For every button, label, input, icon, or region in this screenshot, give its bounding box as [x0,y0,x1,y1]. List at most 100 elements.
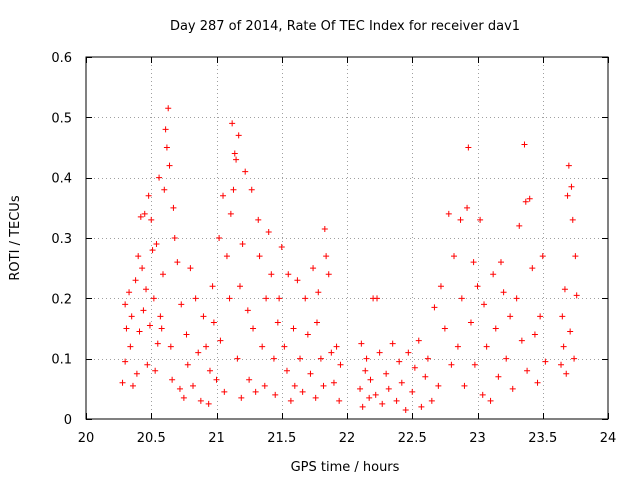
data-point [145,192,152,199]
data-point [246,376,253,383]
data-point [213,376,220,383]
data-point [143,286,150,293]
data-point [500,289,507,296]
data-point [448,361,455,368]
data-point [560,343,567,350]
data-point [148,216,155,223]
data-point [457,216,464,223]
data-point [122,301,129,308]
data-point [139,265,146,272]
data-point [509,385,516,392]
data-point [176,385,183,392]
grid-lines [86,57,608,419]
data-point [227,210,234,217]
data-point [220,192,227,199]
data-point [539,253,546,260]
data-point [221,388,228,395]
data-point [402,406,409,413]
data-point [437,283,444,290]
data-point [379,400,386,407]
data-point [128,313,135,320]
data-point [153,241,160,248]
data-point [503,355,510,362]
data-point [229,120,236,127]
data-point [558,361,565,368]
data-point [231,150,238,157]
data-point [132,277,139,284]
data-point [315,289,322,296]
x-tick-label: 21.5 [267,431,296,446]
y-axis-label: ROTI / TECUs [8,195,23,280]
data-point [135,253,142,260]
data-point [203,343,210,350]
data-point [561,286,568,293]
data-point [359,403,366,410]
data-point [418,403,425,410]
data-point [287,397,294,404]
data-point [263,295,270,302]
data-point [281,343,288,350]
data-point [123,325,130,332]
data-point [190,382,197,389]
data-point [234,355,241,362]
data-point [230,186,237,193]
data-point [396,358,403,365]
data-point [458,295,465,302]
data-point [209,283,216,290]
data-point [467,319,474,326]
data-point [141,210,148,217]
data-point [323,253,330,260]
data-point [518,337,525,344]
data-point [187,265,194,272]
y-tick-label: 0.3 [51,232,72,247]
data-point [454,343,461,350]
data-point [159,271,166,278]
data-point [129,382,136,389]
data-point [248,186,255,193]
y-tick-label: 0.4 [51,172,72,187]
data-point [571,355,578,362]
data-point [487,397,494,404]
data-point [415,337,422,344]
data-point [542,358,549,365]
data-point [317,355,324,362]
data-point [477,216,484,223]
data-point [310,265,317,272]
data-point [226,295,233,302]
data-point [150,295,157,302]
data-point [534,379,541,386]
data-point [192,295,199,302]
data-point [333,343,340,350]
data-point [461,382,468,389]
data-point [149,247,156,254]
data-point [367,376,374,383]
data-point [374,295,381,302]
data-point [195,349,202,356]
data-point [170,204,177,211]
data-point [180,394,187,401]
data-point [492,325,499,332]
x-tick-label: 21 [208,431,225,446]
data-point [471,361,478,368]
y-tick-label: 0.1 [51,353,72,368]
data-point [161,186,168,193]
x-tick-label: 22 [339,431,356,446]
data-point [299,388,306,395]
data-point [136,328,143,335]
data-point [291,382,298,389]
data-point [569,216,576,223]
y-tick-labels: 0 0.1 0.2 0.3 0.4 0.5 0.6 [51,51,72,428]
data-point [307,370,314,377]
y-tick-label: 0.6 [51,51,72,66]
data-point [278,244,285,251]
data-point [126,289,133,296]
x-tick-labels: 20 20.5 21 21.5 22 22.5 23 23.5 24 [78,431,617,446]
data-point [328,349,335,356]
data-point [146,322,153,329]
data-point [144,361,151,368]
data-point [531,331,538,338]
data-point [564,192,571,199]
x-tick-label: 22.5 [398,431,427,446]
data-point [362,367,369,374]
data-point [157,313,164,320]
